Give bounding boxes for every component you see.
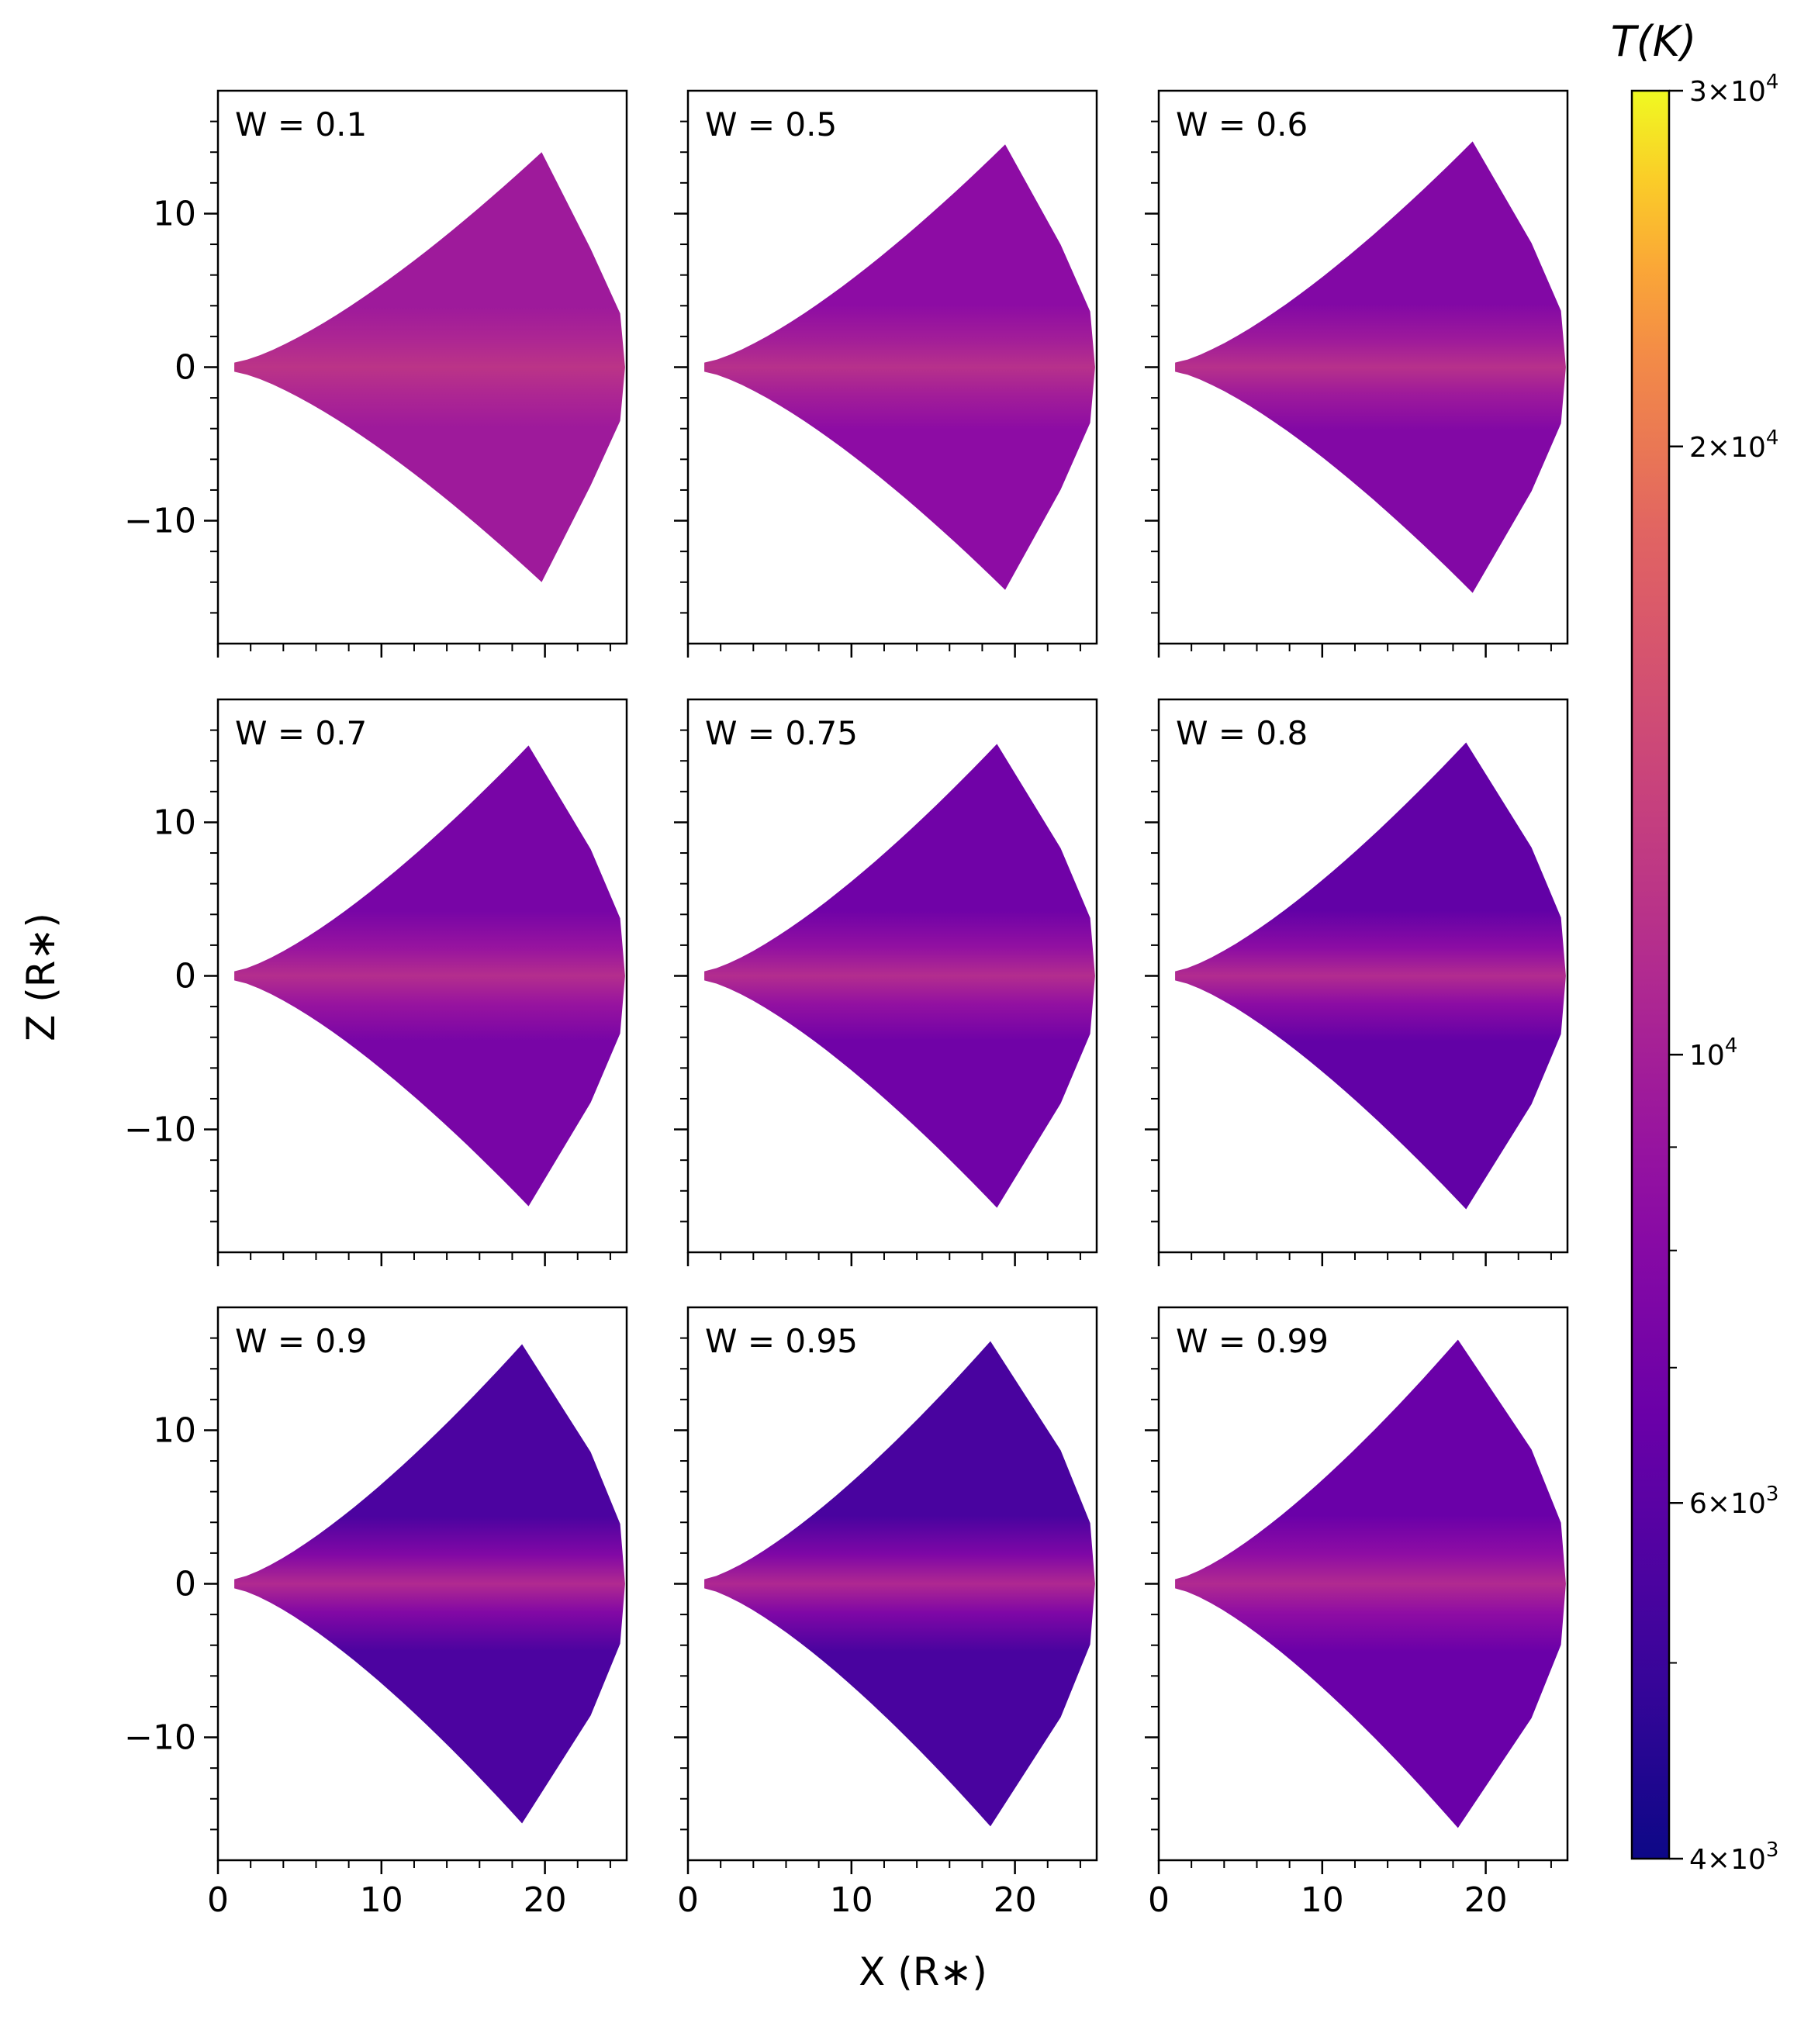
panel-5: W = 0.75 [674,698,1098,1266]
x-tick-label: 10 [360,1880,403,1920]
x-tick-label: 0 [1148,1880,1170,1920]
panel-label: W = 0.5 [705,105,837,143]
x-tick-label: 0 [677,1880,699,1920]
y-tick-label: 0 [175,957,196,996]
panel-label: W = 0.9 [235,1322,367,1360]
x-tick-label: 20 [524,1880,567,1920]
y-tick-label: 0 [175,348,196,388]
panel-label: W = 0.99 [1176,1322,1329,1360]
y-axis-label: Z (R∗) [19,913,64,1041]
disk-wedge-5 [704,744,1095,1208]
colorbar: 3×104 2×104 104 6×103 4×103 T(K) [1611,17,1779,1876]
disk-wedge-7 [234,1344,625,1824]
panel-label: W = 0.95 [705,1322,858,1360]
x-tick-label: 10 [1301,1880,1344,1920]
panel-label: W = 0.8 [1176,714,1308,752]
disk-wedge-6 [1175,742,1566,1210]
disk-wedge-2 [704,144,1095,590]
panel-8: 0 10 20 W = 0.95 [674,1306,1098,1920]
colorbar-tick-label: 2×104 [1689,426,1778,464]
disk-wedge-1 [234,152,625,582]
x-axis-label: X (R∗) [859,1949,987,1994]
x-tick-label: 20 [994,1880,1037,1920]
panel-6: W = 0.8 [1145,698,1569,1266]
panel-label: W = 0.1 [235,105,367,143]
panels-group: 10 0 −10 W = 0.1 W = 0.5 W = 0.6 10 0 −10 W = 0.7… [124,89,1569,1920]
disk-wedge-8 [704,1341,1095,1827]
colorbar-tick-label: 4×103 [1689,1839,1778,1876]
y-tick-label: 10 [153,803,196,842]
disk-wedge-4 [234,745,625,1207]
y-tick-label: −10 [124,1110,196,1150]
y-tick-label: 10 [153,194,196,233]
colorbar-title: T(K) [1611,17,1697,66]
x-tick-label: 20 [1464,1880,1508,1920]
y-tick-label: 0 [175,1565,196,1604]
panel-1: 10 0 −10 W = 0.1 [124,89,628,658]
panel-label: W = 0.7 [235,714,367,752]
y-tick-label: 10 [153,1410,196,1450]
disk-wedge-9 [1175,1339,1566,1828]
panel-label: W = 0.75 [705,714,858,752]
panel-7: 0 10 20 10 0 −10 W = 0.9 [124,1306,628,1920]
disk-wedge-3 [1175,141,1566,593]
panel-9: 0 10 20 W = 0.99 [1145,1306,1569,1920]
panel-2: W = 0.5 [674,89,1098,658]
colorbar-tick-label: 6×103 [1689,1483,1778,1520]
colorbar-bar [1630,89,1671,1860]
y-tick-label: −10 [124,502,196,541]
colorbar-tick-label: 3×104 [1689,71,1778,108]
panel-4: 10 0 −10 W = 0.7 [124,698,628,1266]
panel-3: W = 0.6 [1145,89,1569,658]
x-tick-label: 0 [207,1880,229,1920]
colorbar-tick-label: 104 [1689,1034,1737,1072]
panel-label: W = 0.6 [1176,105,1308,143]
x-tick-label: 10 [830,1880,873,1920]
y-tick-label: −10 [124,1718,196,1758]
